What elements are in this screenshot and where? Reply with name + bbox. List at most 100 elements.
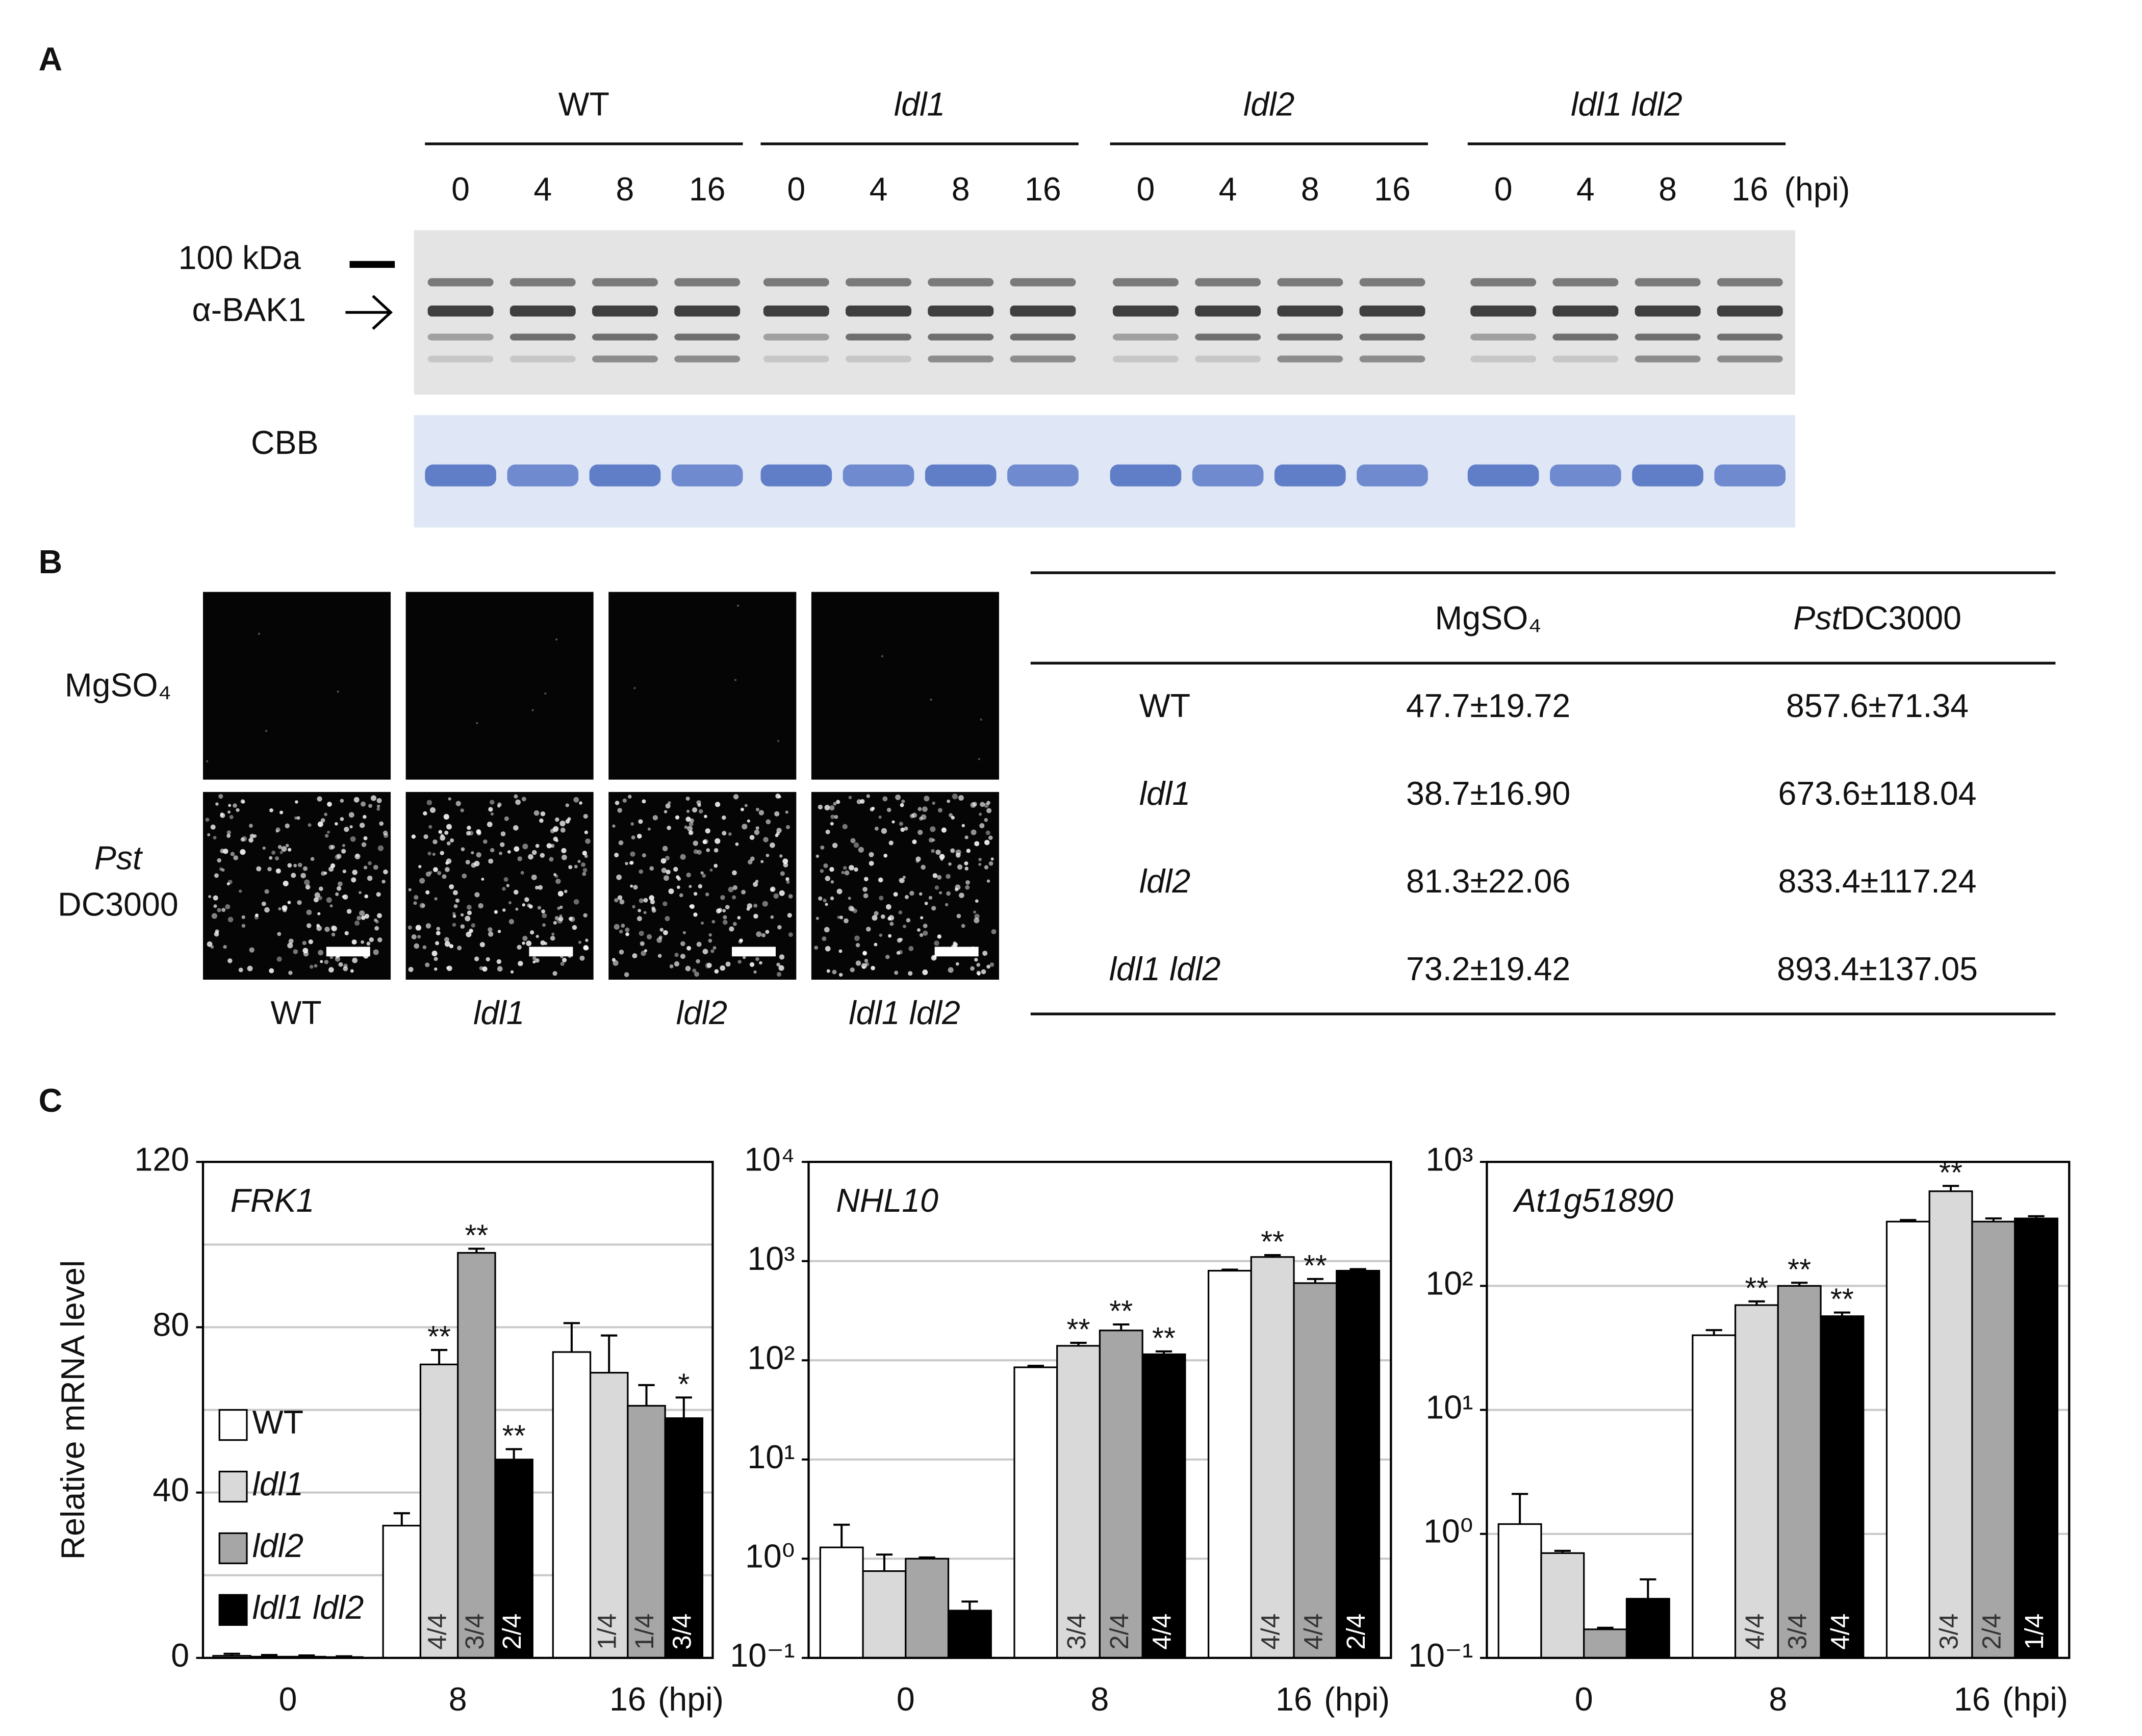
- spot: [986, 964, 990, 969]
- spot: [854, 867, 858, 872]
- spot: [930, 826, 936, 832]
- spot: [825, 903, 828, 906]
- timepoint-label: 4: [1219, 171, 1237, 208]
- spot: [291, 873, 296, 878]
- spot: [946, 874, 951, 879]
- spot: [833, 802, 837, 806]
- spot: [536, 935, 539, 938]
- spot: [426, 800, 432, 806]
- error-bar: [961, 1600, 978, 1611]
- spot: [335, 956, 341, 962]
- spot: [815, 854, 820, 858]
- spot: [217, 858, 221, 863]
- blot-band: [1359, 278, 1425, 287]
- spot: [407, 925, 412, 930]
- spot: [220, 812, 223, 816]
- spot: [760, 860, 764, 863]
- spot: [639, 931, 644, 936]
- spot: [460, 924, 465, 929]
- significance: *: [678, 1367, 690, 1401]
- spot: [227, 958, 233, 963]
- spot: [975, 899, 979, 903]
- spot: [970, 966, 975, 971]
- spot: [503, 877, 508, 882]
- spot: [888, 934, 892, 938]
- spot: [919, 816, 923, 821]
- spot: [887, 916, 891, 921]
- spot: [585, 938, 589, 942]
- spot: [922, 969, 928, 975]
- spot: [521, 797, 526, 802]
- spot: [560, 827, 566, 833]
- row-label: MgSO₄: [65, 667, 171, 704]
- spot: [330, 925, 336, 930]
- spot: [226, 834, 231, 838]
- blot-band: [1717, 355, 1783, 363]
- spot: [652, 815, 658, 821]
- spot: [950, 848, 955, 853]
- cbb-band: [1467, 464, 1539, 487]
- spot: [215, 929, 219, 934]
- spot: [869, 860, 874, 866]
- spot: [279, 851, 283, 854]
- fraction-label: 4/4: [1825, 1614, 1854, 1650]
- spot: [450, 838, 454, 843]
- spot: [436, 927, 441, 931]
- spot: [778, 965, 784, 971]
- spot: [327, 802, 332, 807]
- bar: [1734, 1304, 1779, 1659]
- spot: [825, 829, 830, 834]
- spot: [220, 849, 225, 854]
- spot: [830, 814, 835, 819]
- bar: [382, 1524, 422, 1659]
- legend-label: ldl1: [252, 1466, 303, 1502]
- spot: [427, 851, 431, 856]
- spot: [978, 858, 982, 861]
- spot: [741, 889, 746, 895]
- spot: [685, 816, 691, 822]
- spot: [725, 905, 730, 910]
- spot: [308, 823, 312, 827]
- spot: [755, 807, 759, 811]
- spot: [308, 939, 313, 944]
- spot: [979, 812, 982, 816]
- spot: [711, 920, 716, 924]
- spot: [488, 931, 494, 937]
- spot: [728, 832, 732, 836]
- spot: [249, 824, 253, 828]
- spot: [568, 916, 573, 921]
- timepoint-label: 0: [1494, 171, 1513, 208]
- spot: [858, 847, 864, 853]
- spot: [217, 908, 221, 912]
- spot: [908, 971, 913, 976]
- spot: [989, 962, 994, 967]
- x-tick-label: 0: [279, 1681, 297, 1718]
- spot: [850, 967, 855, 973]
- x-tick-label: 0: [897, 1681, 915, 1718]
- spot: [241, 924, 246, 928]
- spot: [785, 877, 789, 881]
- error-bar: [1748, 1300, 1765, 1306]
- spot: [910, 813, 914, 819]
- spot: [429, 807, 436, 813]
- spot: [920, 916, 924, 920]
- spot: [961, 824, 965, 828]
- spot: [904, 826, 908, 831]
- spot: [471, 851, 474, 855]
- blot-band: [427, 305, 494, 317]
- cbb-band: [1549, 464, 1621, 487]
- spot: [765, 930, 770, 934]
- spot: [959, 892, 964, 898]
- spot: [317, 821, 323, 827]
- blot-band: [509, 355, 576, 363]
- spot: [462, 873, 467, 879]
- header-part: MgSO₄: [1435, 600, 1542, 636]
- spot: [540, 811, 546, 816]
- spot: [285, 844, 289, 848]
- spot: [961, 924, 965, 928]
- spot: [675, 815, 680, 820]
- spot: [974, 913, 980, 920]
- y-tick-label: 10⁰: [745, 1538, 795, 1574]
- spot: [532, 960, 536, 964]
